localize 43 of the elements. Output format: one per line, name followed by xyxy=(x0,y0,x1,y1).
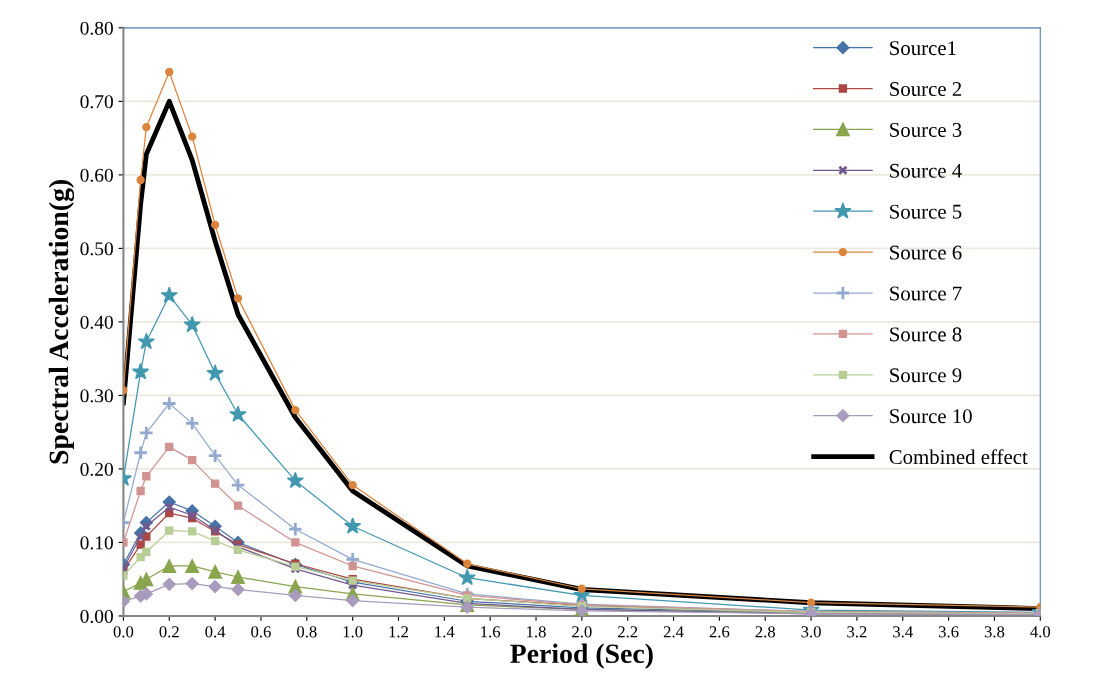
legend-label: Source 6 xyxy=(890,245,962,260)
y-tick-label: 0.50 xyxy=(80,242,113,256)
x-tick-label: 3.6 xyxy=(938,626,959,638)
x-tick-label: 1.6 xyxy=(481,626,501,638)
x-tick-label: 0.2 xyxy=(159,626,179,638)
x-tick-label: 1.0 xyxy=(343,626,363,638)
x-axis-title: Period (Sec) xyxy=(510,643,653,669)
x-tick-label: 1.4 xyxy=(435,626,455,638)
x-tick-label: 3.8 xyxy=(984,626,1005,638)
x-tick-label: 2.2 xyxy=(618,626,638,638)
legend-label: Source 4 xyxy=(890,163,962,178)
y-tick-label: 0.80 xyxy=(80,21,113,35)
y-tick-label: 0.60 xyxy=(80,168,113,182)
x-tick-label: 1.8 xyxy=(527,626,546,638)
x-tick-label: 0.4 xyxy=(205,626,226,638)
x-tick-label: 3.4 xyxy=(893,626,913,638)
x-tick-label: 0.0 xyxy=(113,626,134,638)
legend-label: Source 7 xyxy=(890,286,962,301)
y-tick-label: 0.70 xyxy=(80,95,113,109)
y-tick-label: 0.30 xyxy=(80,389,113,403)
legend-label: Source 2 xyxy=(890,82,962,97)
y-axis-title: Spectral Acceleration(g) xyxy=(48,180,75,464)
x-tick-label: 0.8 xyxy=(297,626,317,638)
legend-label: Source 8 xyxy=(890,327,962,342)
legend-label: Source 9 xyxy=(890,368,962,383)
x-tick-label: 2.4 xyxy=(663,626,684,638)
legend-label: Combined effect xyxy=(889,449,1028,465)
y-tick-label: 0.40 xyxy=(80,315,113,329)
x-tick-label: 3.0 xyxy=(801,626,821,638)
y-tick-label: 0.00 xyxy=(80,609,113,623)
legend-label: Source 3 xyxy=(890,122,962,137)
x-tick-label: 2.0 xyxy=(572,626,592,638)
x-tick-label: 1.2 xyxy=(389,626,408,638)
legend-label: Source1 xyxy=(890,41,956,56)
y-tick-label: 0.20 xyxy=(80,462,113,476)
legend-label: Source 10 xyxy=(890,409,972,424)
x-tick-label: 0.6 xyxy=(251,626,271,638)
legend-label: Source 5 xyxy=(890,204,962,219)
y-tick-label: 0.10 xyxy=(80,536,113,550)
x-tick-label: 2.8 xyxy=(755,626,776,638)
x-tick-label: 3.2 xyxy=(847,626,867,638)
x-tick-label: 4.0 xyxy=(1030,626,1051,638)
x-tick-label: 2.6 xyxy=(709,626,730,638)
